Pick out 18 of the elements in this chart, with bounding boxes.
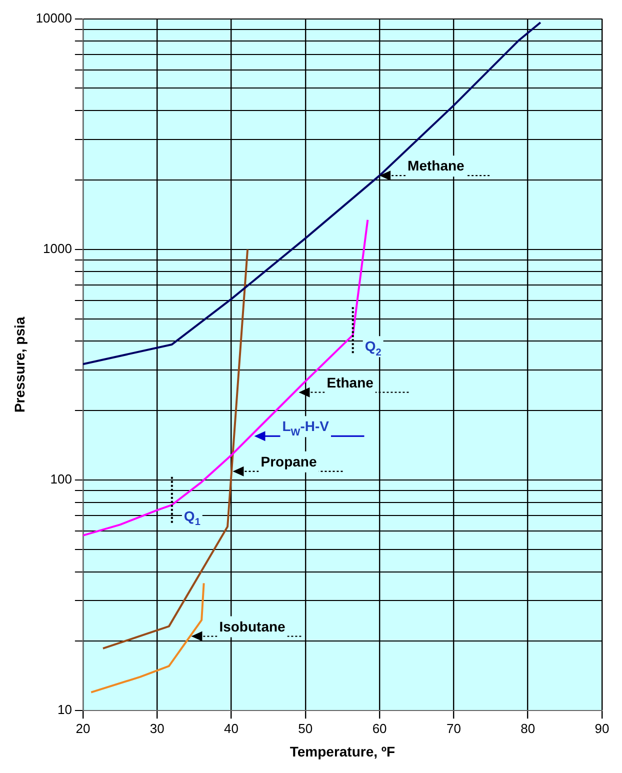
x-tick-label: 60 xyxy=(372,720,387,736)
x-tick-label: 40 xyxy=(224,720,238,736)
x-tick-label: 20 xyxy=(76,720,90,736)
x-tick-label: 30 xyxy=(150,720,164,736)
x-tick-label: 70 xyxy=(446,720,461,736)
annotation: Ethane xyxy=(326,374,374,390)
annotation: Propane xyxy=(260,453,317,470)
y-tick-label: 10000 xyxy=(36,10,72,26)
annotation: Isobutane xyxy=(219,618,286,634)
x-tick-label: 50 xyxy=(298,720,313,736)
y-tick-label: 10 xyxy=(57,702,72,718)
y-tick-label: 100 xyxy=(50,472,72,487)
x-tick-label: 80 xyxy=(520,720,536,736)
y-axis-title: Pressure, psia xyxy=(11,316,28,413)
x-axis-title: Temperature, ºF xyxy=(290,743,396,760)
annotation: Methane xyxy=(408,158,465,174)
x-tick-label: 90 xyxy=(594,720,610,736)
y-tick-label: 1000 xyxy=(43,240,72,256)
